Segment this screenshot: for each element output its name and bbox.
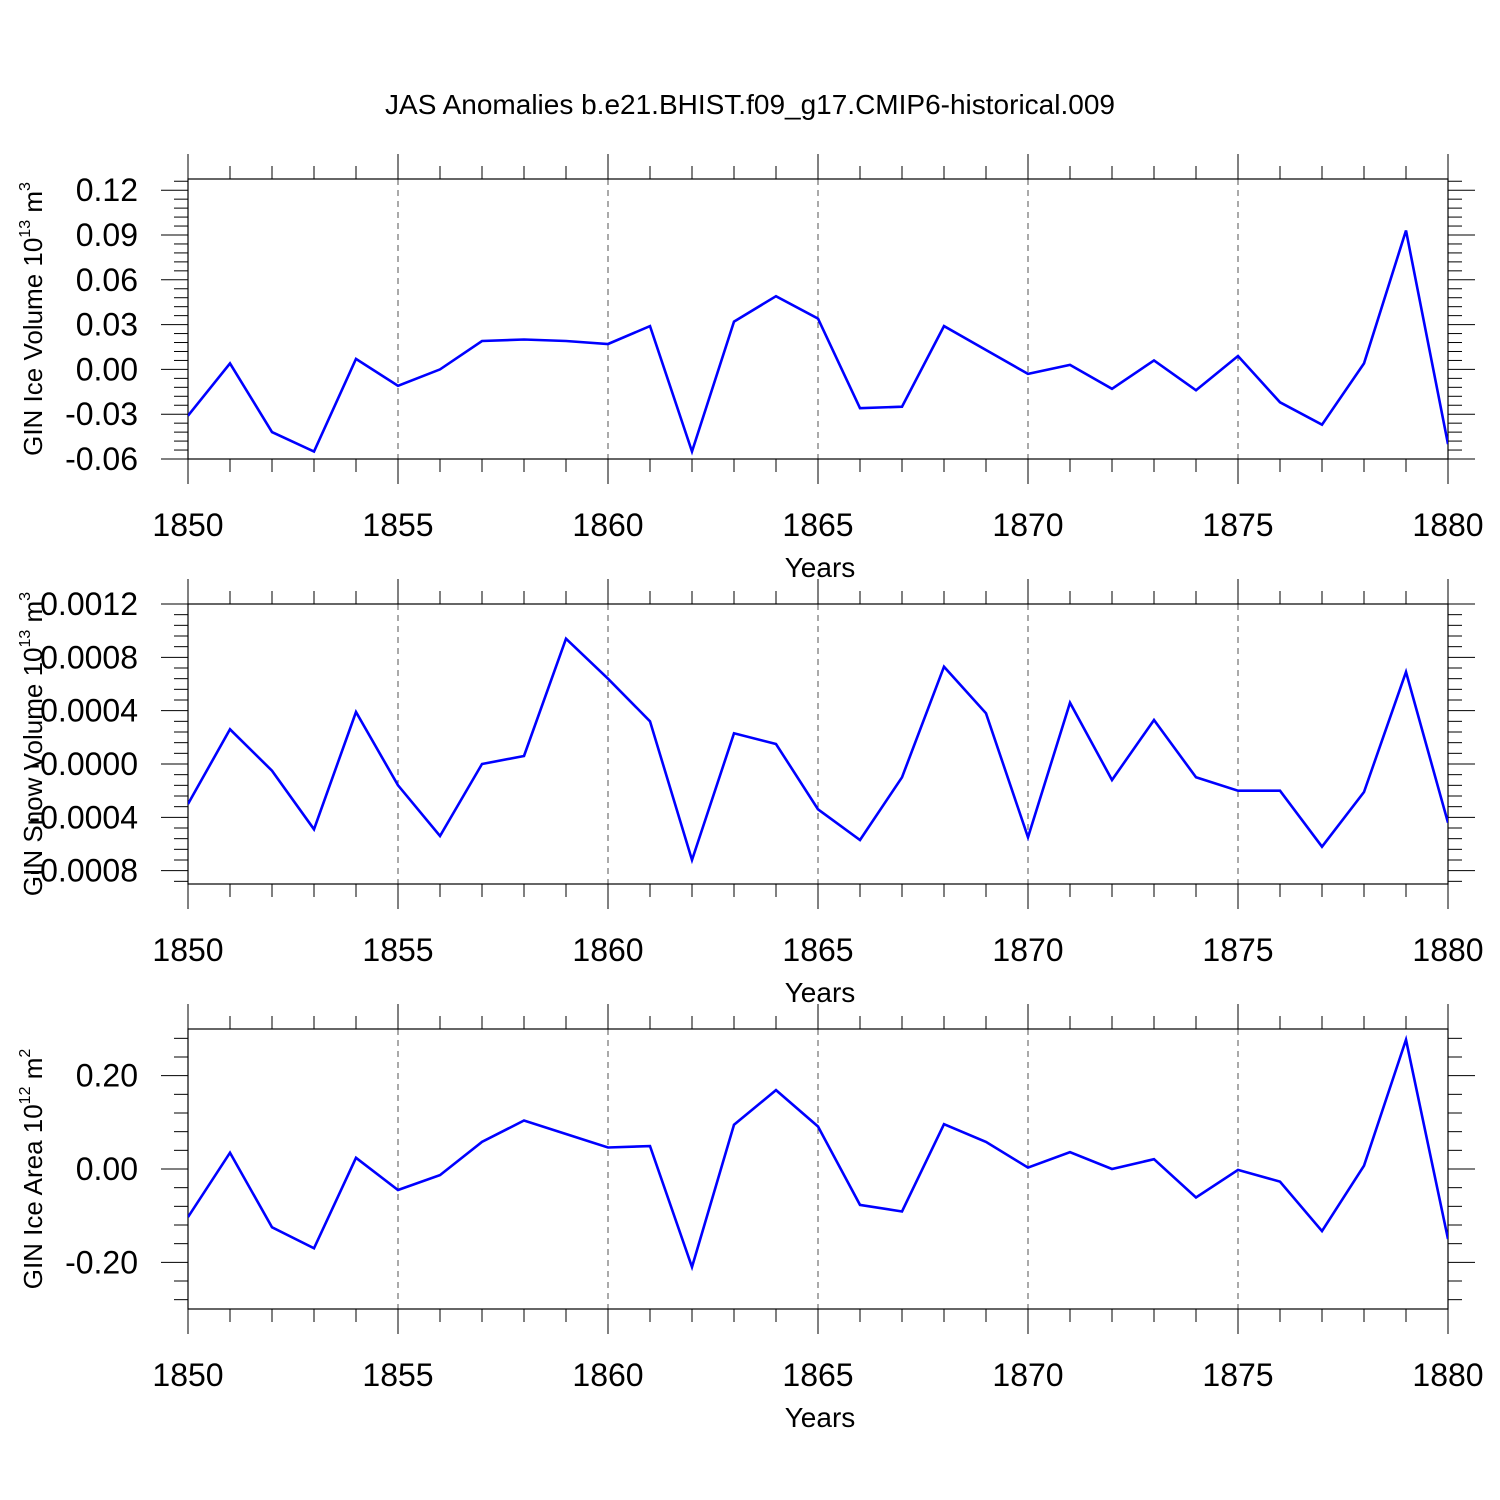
- y-tick-label: 0.12: [76, 172, 138, 208]
- y-tick-label: -0.0004: [29, 799, 138, 835]
- y-tick-label: 0.06: [76, 262, 138, 298]
- chart-panel-1: 1850 1855 1860 1865 1870 1875 1880 -0.06 -0.03 0.…: [17, 154, 1484, 583]
- x-axis-label: Years: [785, 552, 856, 583]
- y-tick-label: 0.03: [76, 307, 138, 343]
- x-tick-label: 1860: [572, 932, 643, 968]
- x-tick-label: 1855: [362, 1357, 433, 1393]
- y-axis-label-wrap: GIN Ice Area 1012 m2: [17, 1049, 48, 1290]
- chart-panel-3: 1850 1855 1860 1865 1870 1875 1880 -0.20 0.00 0.2…: [17, 1004, 1484, 1433]
- y-axis-label-wrap: GIN Snow Volume 1013 m3: [17, 592, 48, 896]
- x-tick-label: 1860: [572, 1357, 643, 1393]
- x-tick-label: 1880: [1412, 1357, 1483, 1393]
- y-axis-label: GIN Ice Volume 1013 m3: [17, 182, 48, 456]
- x-tick-label: 1865: [782, 932, 853, 968]
- chart-title: JAS Anomalies b.e21.BHIST.f09_g17.CMIP6-…: [385, 89, 1115, 120]
- x-tick-label: 1850: [152, 932, 223, 968]
- y-tick-label: 0.00: [76, 351, 138, 387]
- x-tick-label: 1860: [572, 507, 643, 543]
- y-tick-label: 0.0008: [40, 639, 138, 675]
- y-label-unit-exponent: 3: [17, 182, 34, 191]
- series-line: [188, 230, 1448, 456]
- y-tick-label: 0.20: [76, 1058, 138, 1094]
- y-label-unit: m: [18, 1058, 48, 1087]
- x-tick-label: 1850: [152, 1357, 223, 1393]
- x-tick-label: 1865: [782, 1357, 853, 1393]
- y-tick-label: -0.0008: [29, 853, 138, 889]
- y-label-unit-exponent: 3: [17, 592, 34, 601]
- x-tick-label: 1880: [1412, 507, 1483, 543]
- x-axis-label: Years: [785, 977, 856, 1008]
- chart-panel-2: 1850 1855 1860 1865 1870 1875 1880 -0.0008 -0.00…: [17, 579, 1484, 1008]
- plot-frame: [187, 603, 1449, 885]
- plot-frame: [187, 1028, 1449, 1310]
- x-tick-label: 1875: [1202, 932, 1273, 968]
- x-tick-label: 1870: [992, 507, 1063, 543]
- y-axis-label: GIN Snow Volume 1013 m3: [17, 592, 48, 896]
- y-tick-label: 0.00: [76, 1151, 138, 1187]
- y-label-exponent: 12: [17, 1086, 34, 1104]
- x-tick-label: 1875: [1202, 1357, 1273, 1393]
- y-tick-label: -0.0000: [29, 746, 138, 782]
- y-tick-label: 0.0004: [40, 693, 138, 729]
- y-label-unit-exponent: 2: [17, 1049, 34, 1058]
- x-tick-label: 1855: [362, 507, 433, 543]
- y-tick-label: -0.03: [65, 396, 138, 432]
- y-tick-label: 0.0012: [40, 586, 138, 622]
- y-label-exponent: 13: [17, 630, 34, 648]
- y-label-exponent: 13: [17, 220, 34, 238]
- x-tick-label: 1870: [992, 1357, 1063, 1393]
- x-tick-label: 1875: [1202, 507, 1273, 543]
- x-tick-label: 1865: [782, 507, 853, 543]
- x-tick-label: 1870: [992, 932, 1063, 968]
- x-axis-label: Years: [785, 1402, 856, 1433]
- series-line: [188, 636, 1448, 865]
- y-label-base: GIN Snow Volume 10: [18, 648, 48, 897]
- y-label-unit: m: [18, 601, 48, 630]
- x-tick-label: 1880: [1412, 932, 1483, 968]
- x-tick-label: 1855: [362, 932, 433, 968]
- y-axis-label: GIN Ice Area 1012 m2: [17, 1049, 48, 1290]
- y-tick-label: 0.09: [76, 217, 138, 253]
- y-label-unit: m: [18, 191, 48, 220]
- y-label-base: GIN Ice Area 10: [18, 1104, 48, 1289]
- y-tick-label: -0.20: [65, 1244, 138, 1280]
- y-label-base: GIN Ice Volume 10: [18, 238, 48, 456]
- x-tick-label: 1850: [152, 507, 223, 543]
- y-axis-label-wrap: GIN Ice Volume 1013 m3: [17, 182, 48, 456]
- y-tick-label: -0.06: [65, 441, 138, 477]
